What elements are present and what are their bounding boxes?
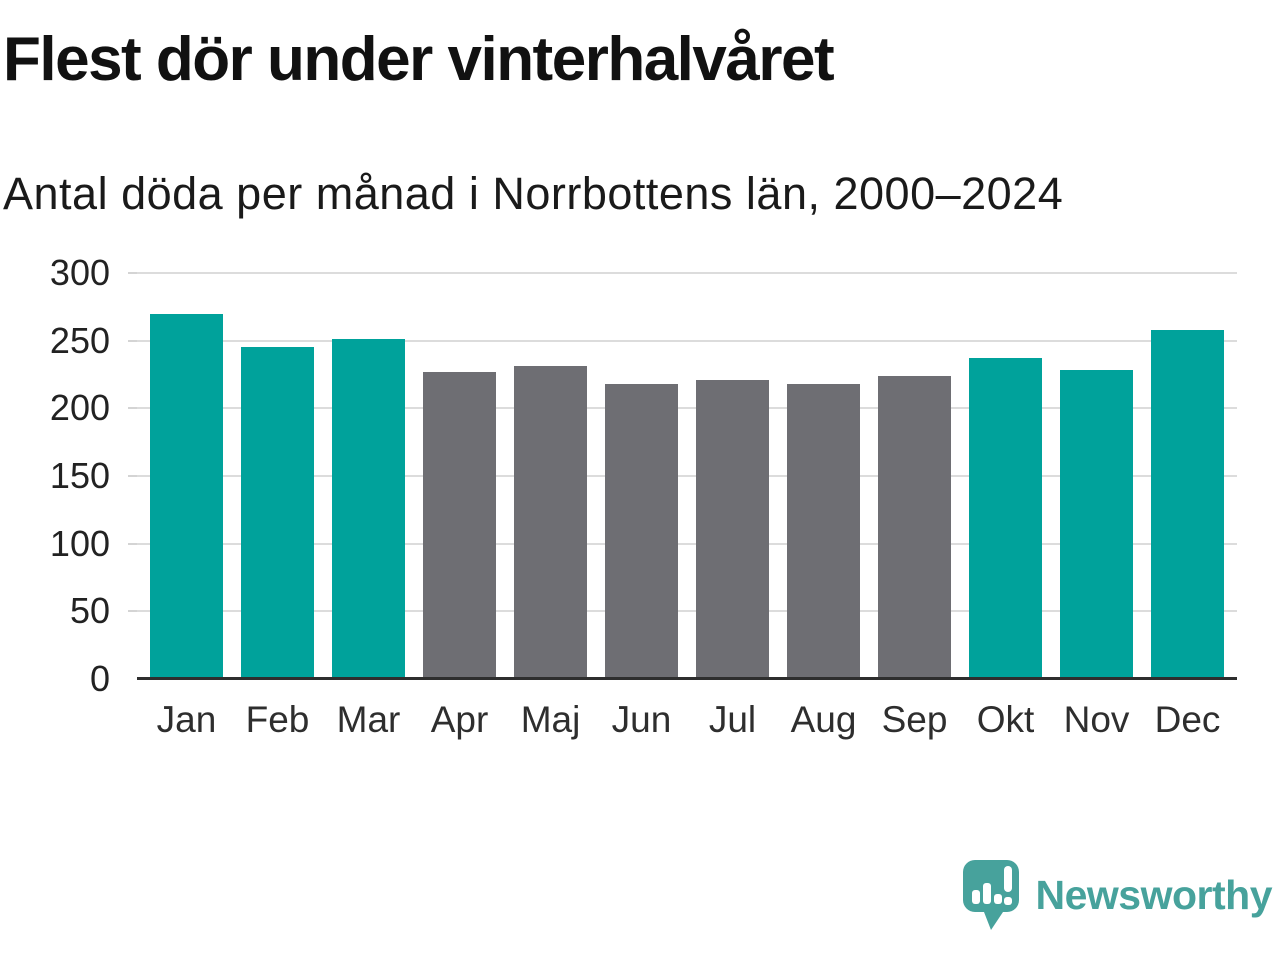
gridline-50 <box>137 610 1237 613</box>
gridline-250 <box>137 339 1237 342</box>
bar-aug <box>787 383 860 679</box>
logo-exclamation-stick <box>1003 866 1012 892</box>
x-axis-label-feb: Feb <box>245 699 310 740</box>
bar-feb <box>241 347 314 679</box>
chart-title: Flest dör under vinterhalvåret <box>3 25 835 94</box>
y-tick-200 <box>128 407 137 410</box>
plot-area <box>128 272 1237 680</box>
x-axis-label-maj: Maj <box>520 699 581 740</box>
bar-dec <box>1151 329 1224 679</box>
bar-sep <box>878 375 951 679</box>
y-axis-label-200: 200 <box>49 387 110 429</box>
x-axis-label-dec: Dec <box>1154 699 1221 740</box>
y-axis-labels: 0 50 100 150 200 250 300 <box>0 252 110 699</box>
bar-jun <box>605 383 678 679</box>
y-tick-250 <box>128 339 137 342</box>
x-axis-line <box>137 677 1237 680</box>
bar-okt <box>969 358 1042 679</box>
x-axis-label-jul: Jul <box>708 699 757 740</box>
y-axis-label-0: 0 <box>89 658 110 699</box>
x-axis-label-mar: Mar <box>336 699 401 740</box>
x-axis-label-jun: Jun <box>611 699 672 740</box>
x-axis-label-sep: Sep <box>881 699 948 740</box>
y-axis-label-250: 250 <box>49 319 110 361</box>
x-axis-label-aug: Aug <box>790 699 857 740</box>
gridline-300 <box>137 272 1237 274</box>
bar-nov <box>1060 370 1133 679</box>
y-axis-label-100: 100 <box>49 522 110 564</box>
newsworthy-logo-icon <box>962 860 1019 930</box>
gridline-100 <box>137 542 1237 545</box>
x-axis-label-apr: Apr <box>430 699 489 740</box>
x-axis-labels: Jan Feb Mar Apr Maj Jun Jul Aug Sep Okt Nov Dec <box>137 699 1237 749</box>
logo-bar-3 <box>993 894 1002 904</box>
logo-exclamation-dot <box>1003 897 1012 905</box>
x-axis-label-jan: Jan <box>156 699 217 740</box>
bar-maj <box>514 366 587 679</box>
logo-bar-1 <box>971 890 980 904</box>
gridline-200 <box>137 407 1237 410</box>
bar-jan <box>150 313 223 679</box>
brand-name: Newsworthy <box>1035 871 1273 918</box>
y-axis-label-50: 50 <box>69 590 110 632</box>
brand-footer: Newsworthy <box>959 858 1273 932</box>
y-tick-150 <box>128 475 137 477</box>
bar-apr <box>423 371 496 679</box>
chart-subtitle: Antal döda per månad i Norrbottens län, … <box>3 168 1064 219</box>
bar-mar <box>332 339 405 679</box>
y-axis-label-150: 150 <box>49 455 110 496</box>
y-axis-label-300: 300 <box>49 252 110 293</box>
logo-bar-2 <box>982 883 991 904</box>
y-tick-50 <box>128 610 137 613</box>
x-axis-label-okt: Okt <box>976 699 1035 740</box>
gridline-150 <box>137 475 1237 477</box>
y-tick-100 <box>128 542 137 545</box>
y-tick-300 <box>128 272 137 274</box>
x-axis-label-nov: Nov <box>1063 699 1130 740</box>
bar-jul <box>696 379 769 679</box>
